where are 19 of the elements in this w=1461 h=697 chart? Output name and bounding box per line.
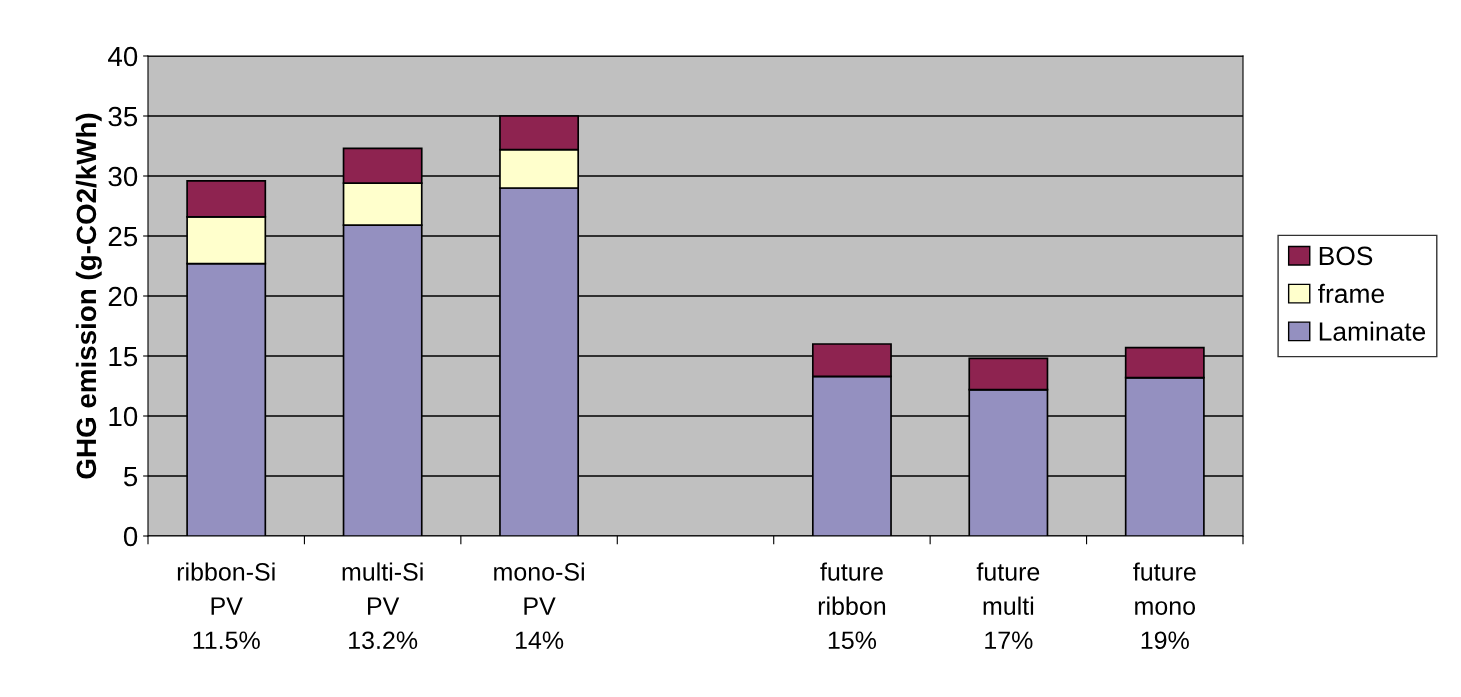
- x-tick-label: future multi 17%: [976, 562, 1040, 650]
- y-tick-label: 15: [109, 346, 138, 367]
- x-tick-label: future mono 19%: [1133, 562, 1196, 650]
- y-tick-label: 20: [108, 286, 138, 307]
- x-tick-label: future ribbon 15%: [818, 562, 886, 650]
- legend-label: Laminate: [1319, 321, 1426, 341]
- y-tick-label: 40: [108, 46, 138, 67]
- legend-label: frame: [1318, 283, 1384, 304]
- y-tick-label: 35: [108, 106, 138, 127]
- y-tick-label: 0: [123, 526, 138, 547]
- x-tick-label: ribbon-Si PV 11.5%: [177, 562, 275, 650]
- y-tick-label: 5: [123, 466, 138, 487]
- x-tick-label: mono-Si PV 14%: [494, 562, 584, 650]
- legend-label: BOS: [1319, 246, 1373, 266]
- y-tick-label: 10: [109, 406, 138, 427]
- y-tick-label: 25: [108, 226, 138, 247]
- y-axis-title: GHG emission (g-CO2/kWh): [75, 113, 102, 479]
- x-tick-label: multi-Si PV 13.2%: [342, 562, 423, 650]
- y-tick-label: 30: [108, 166, 138, 187]
